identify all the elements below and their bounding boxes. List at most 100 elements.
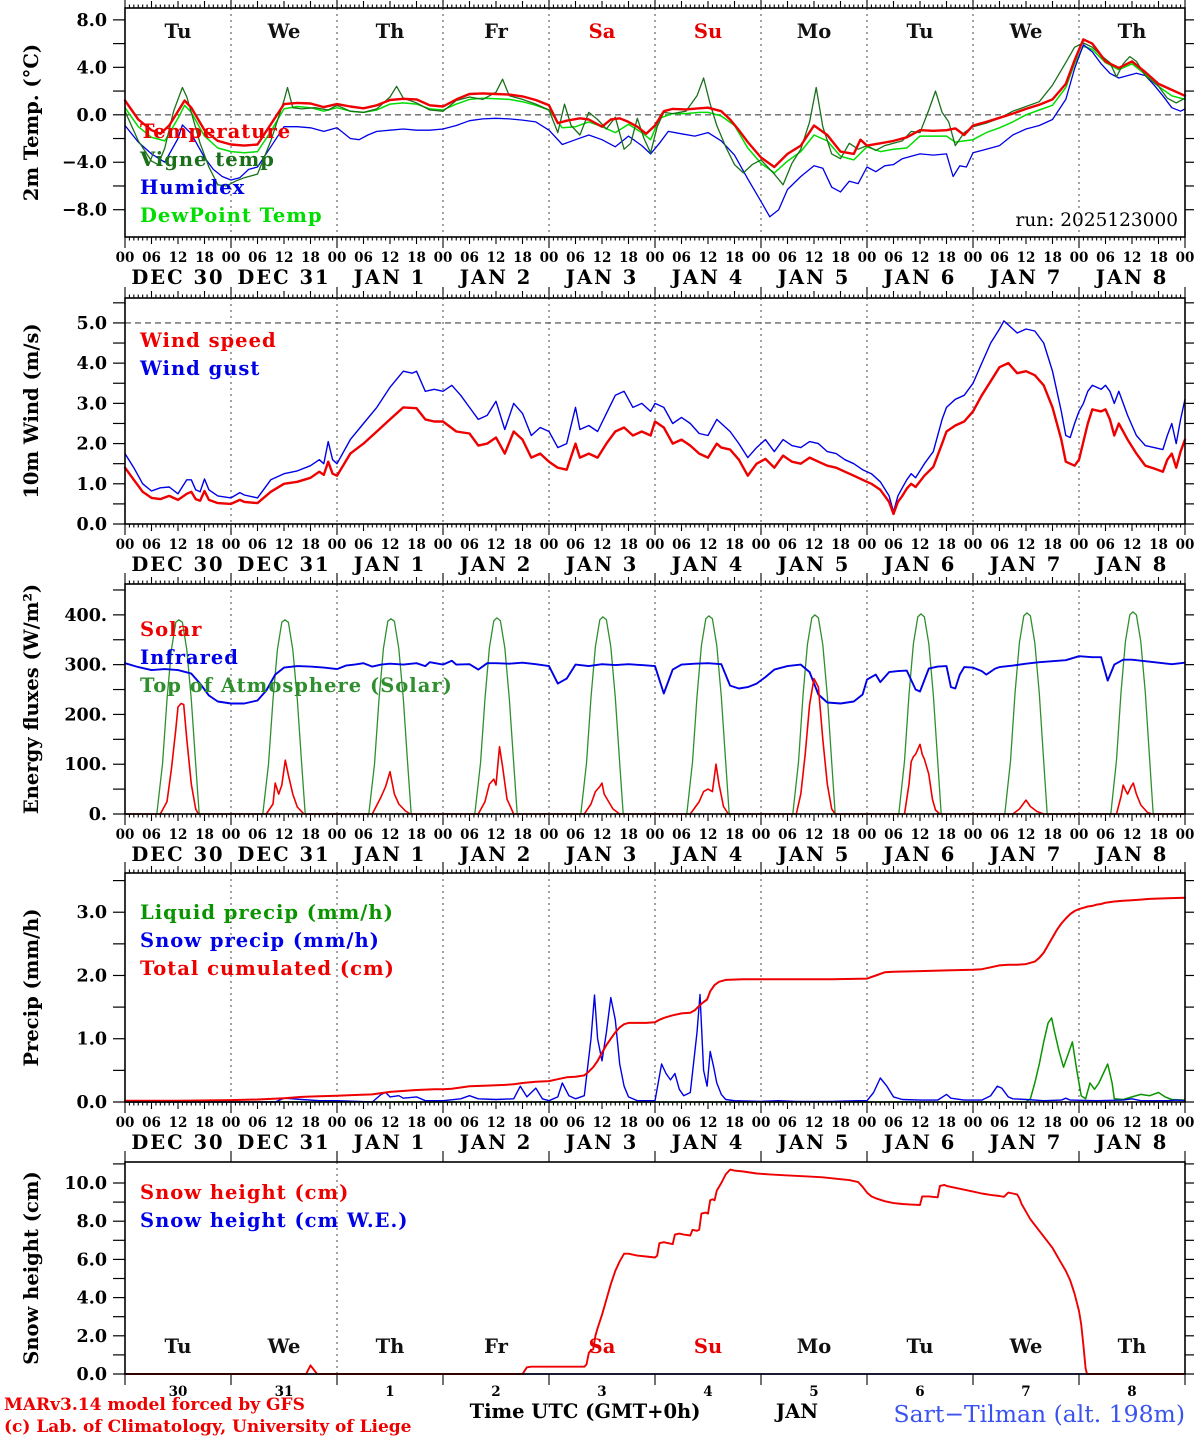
x-hour-label: 18 — [301, 827, 320, 843]
x-hour-label: 06 — [1096, 250, 1115, 266]
panel-wind: 5.0 4.0 3.0 2.0 1.0 0.0 10m Wind (m/s) 00 06 12 18… — [20, 287, 1194, 576]
x-ticks — [124, 573, 1186, 825]
x-hour-label: 00 — [964, 250, 983, 266]
x-date-label: JAN 6 — [882, 553, 957, 576]
x-date-label: JAN 5 — [776, 553, 851, 576]
x-hour-label: 00 — [646, 537, 665, 553]
x-day-number: 2 — [491, 1384, 500, 1400]
day-name-top: Tu — [165, 20, 192, 43]
x-hour-label: 06 — [884, 250, 903, 266]
x-date-label: JAN 1 — [352, 266, 427, 289]
day-name-bottom: Th — [376, 1335, 405, 1358]
x-date-label: JAN 5 — [776, 843, 851, 866]
day-name-top: Th — [1118, 20, 1147, 43]
x-date-label: JAN 1 — [352, 1131, 427, 1154]
x-hour-label: 00 — [964, 537, 983, 553]
y-tick-label: 5.0 — [77, 314, 107, 334]
y-tick-label: 4.0 — [77, 354, 107, 374]
y-tick-label: 3.0 — [77, 394, 107, 414]
y-tick-label: 1.0 — [77, 1030, 107, 1050]
x-hour-label: 06 — [142, 1115, 161, 1131]
y-tick-label: 4.0 — [77, 58, 107, 78]
x-hour-label: 00 — [752, 537, 771, 553]
x-hour-label: 18 — [619, 250, 638, 266]
day-name-top: Tu — [907, 20, 934, 43]
x-hour-label: 00 — [540, 537, 559, 553]
x-date-label: JAN 7 — [988, 266, 1063, 289]
series-snow-precip — [124, 993, 1186, 1103]
x-date-label: JAN 5 — [776, 266, 851, 289]
y-tick-label: 100. — [64, 755, 107, 775]
x-hour-label: 06 — [884, 537, 903, 553]
x-hour-label: 00 — [646, 250, 665, 266]
x-hour-label: 00 — [116, 827, 135, 843]
y-axis-title-snow: Snow height (cm) — [20, 1171, 43, 1364]
legend-snow-precip-mm-h: Snow precip (mm/h) — [140, 929, 380, 952]
y-tick-label: −8.0 — [62, 201, 107, 221]
x-day-number: 31 — [275, 1384, 294, 1400]
x-hour-label: 18 — [937, 537, 956, 553]
x-hour-label: 06 — [778, 827, 797, 843]
panel-snow: 10.0 8.0 6.0 4.0 2.0 0.0 Snow height (cm) 30 31 1… — [20, 1151, 1194, 1400]
x-hour-label: 12 — [275, 827, 294, 843]
legend-wind-gust: Wind gust — [139, 357, 260, 380]
x-hour-label: 18 — [725, 250, 744, 266]
x-hour-label: 00 — [646, 1115, 665, 1131]
x-date-label: JAN 3 — [564, 553, 639, 576]
x-hour-label: 12 — [805, 537, 824, 553]
series-liquid-precip — [124, 1017, 1186, 1103]
x-hour-label: 18 — [619, 827, 638, 843]
x-hour-label: 12 — [487, 250, 506, 266]
y-tick-label: 2.0 — [77, 435, 107, 455]
x-hour-label: 12 — [381, 827, 400, 843]
x-date-label: DEC 31 — [237, 843, 330, 866]
legend-infrared: Infrared — [140, 646, 239, 669]
x-hour-label: 06 — [778, 537, 797, 553]
y-axis-title-wind: 10m Wind (m/s) — [20, 323, 43, 498]
x-hour-label: 18 — [1149, 1115, 1168, 1131]
x-hour-label: 00 — [116, 1115, 135, 1131]
y-axis-title-energy: Energy fluxes (W/m²) — [20, 584, 43, 814]
x-hour-label: 06 — [354, 1115, 373, 1131]
x-hour-label: 18 — [831, 1115, 850, 1131]
x-day-number: 4 — [703, 1384, 712, 1400]
x-date-label: DEC 31 — [237, 266, 330, 289]
panel-temp: 8.0 4.0 0.0 −4.0 −8.0 2m Temp. (°C) 00 06 12 18 00… — [20, 0, 1194, 289]
x-hour-label: 06 — [1096, 827, 1115, 843]
y-tick-label: 0.0 — [77, 1365, 107, 1385]
x-hour-label: 18 — [407, 537, 426, 553]
series-snow-height — [124, 1168, 1186, 1375]
x-day-number: 7 — [1021, 1384, 1030, 1400]
x-hour-label: 12 — [1017, 1115, 1036, 1131]
x-hour-label: 12 — [275, 537, 294, 553]
x-hour-label: 00 — [222, 827, 241, 843]
x-date-label: DEC 30 — [131, 1131, 224, 1154]
x-hour-label: 18 — [937, 250, 956, 266]
x-hour-label: 12 — [487, 827, 506, 843]
x-hour-label: 06 — [566, 827, 585, 843]
x-date-label: JAN 3 — [564, 843, 639, 866]
x-hour-label: 18 — [1043, 250, 1062, 266]
credit-line-2: (c) Lab. of Climatology, University of L… — [4, 1417, 412, 1437]
x-hour-label: 06 — [990, 1115, 1009, 1131]
x-hour-label: 00 — [964, 1115, 983, 1131]
x-hour-label: 18 — [619, 1115, 638, 1131]
x-day-number: 5 — [809, 1384, 818, 1400]
x-date-label: DEC 30 — [131, 553, 224, 576]
x-hour-label: 06 — [1096, 537, 1115, 553]
x-hour-label: 18 — [1043, 1115, 1062, 1131]
x-hour-label: 12 — [169, 537, 188, 553]
day-name-bottom: Th — [1118, 1335, 1147, 1358]
y-tick-label: 3.0 — [77, 903, 107, 923]
x-hour-label: 00 — [434, 537, 453, 553]
day-name-top: Su — [694, 20, 722, 43]
y-ticks — [113, 1163, 1194, 1375]
y-ticks — [113, 879, 1194, 1103]
x-date-label: JAN 6 — [882, 266, 957, 289]
x-hour-label: 18 — [195, 827, 214, 843]
day-name-bottom: Tu — [907, 1335, 934, 1358]
day-name-top: We — [1009, 20, 1043, 43]
x-hour-label: 00 — [646, 827, 665, 843]
x-hour-label: 06 — [884, 1115, 903, 1131]
x-hour-label: 06 — [566, 1115, 585, 1131]
